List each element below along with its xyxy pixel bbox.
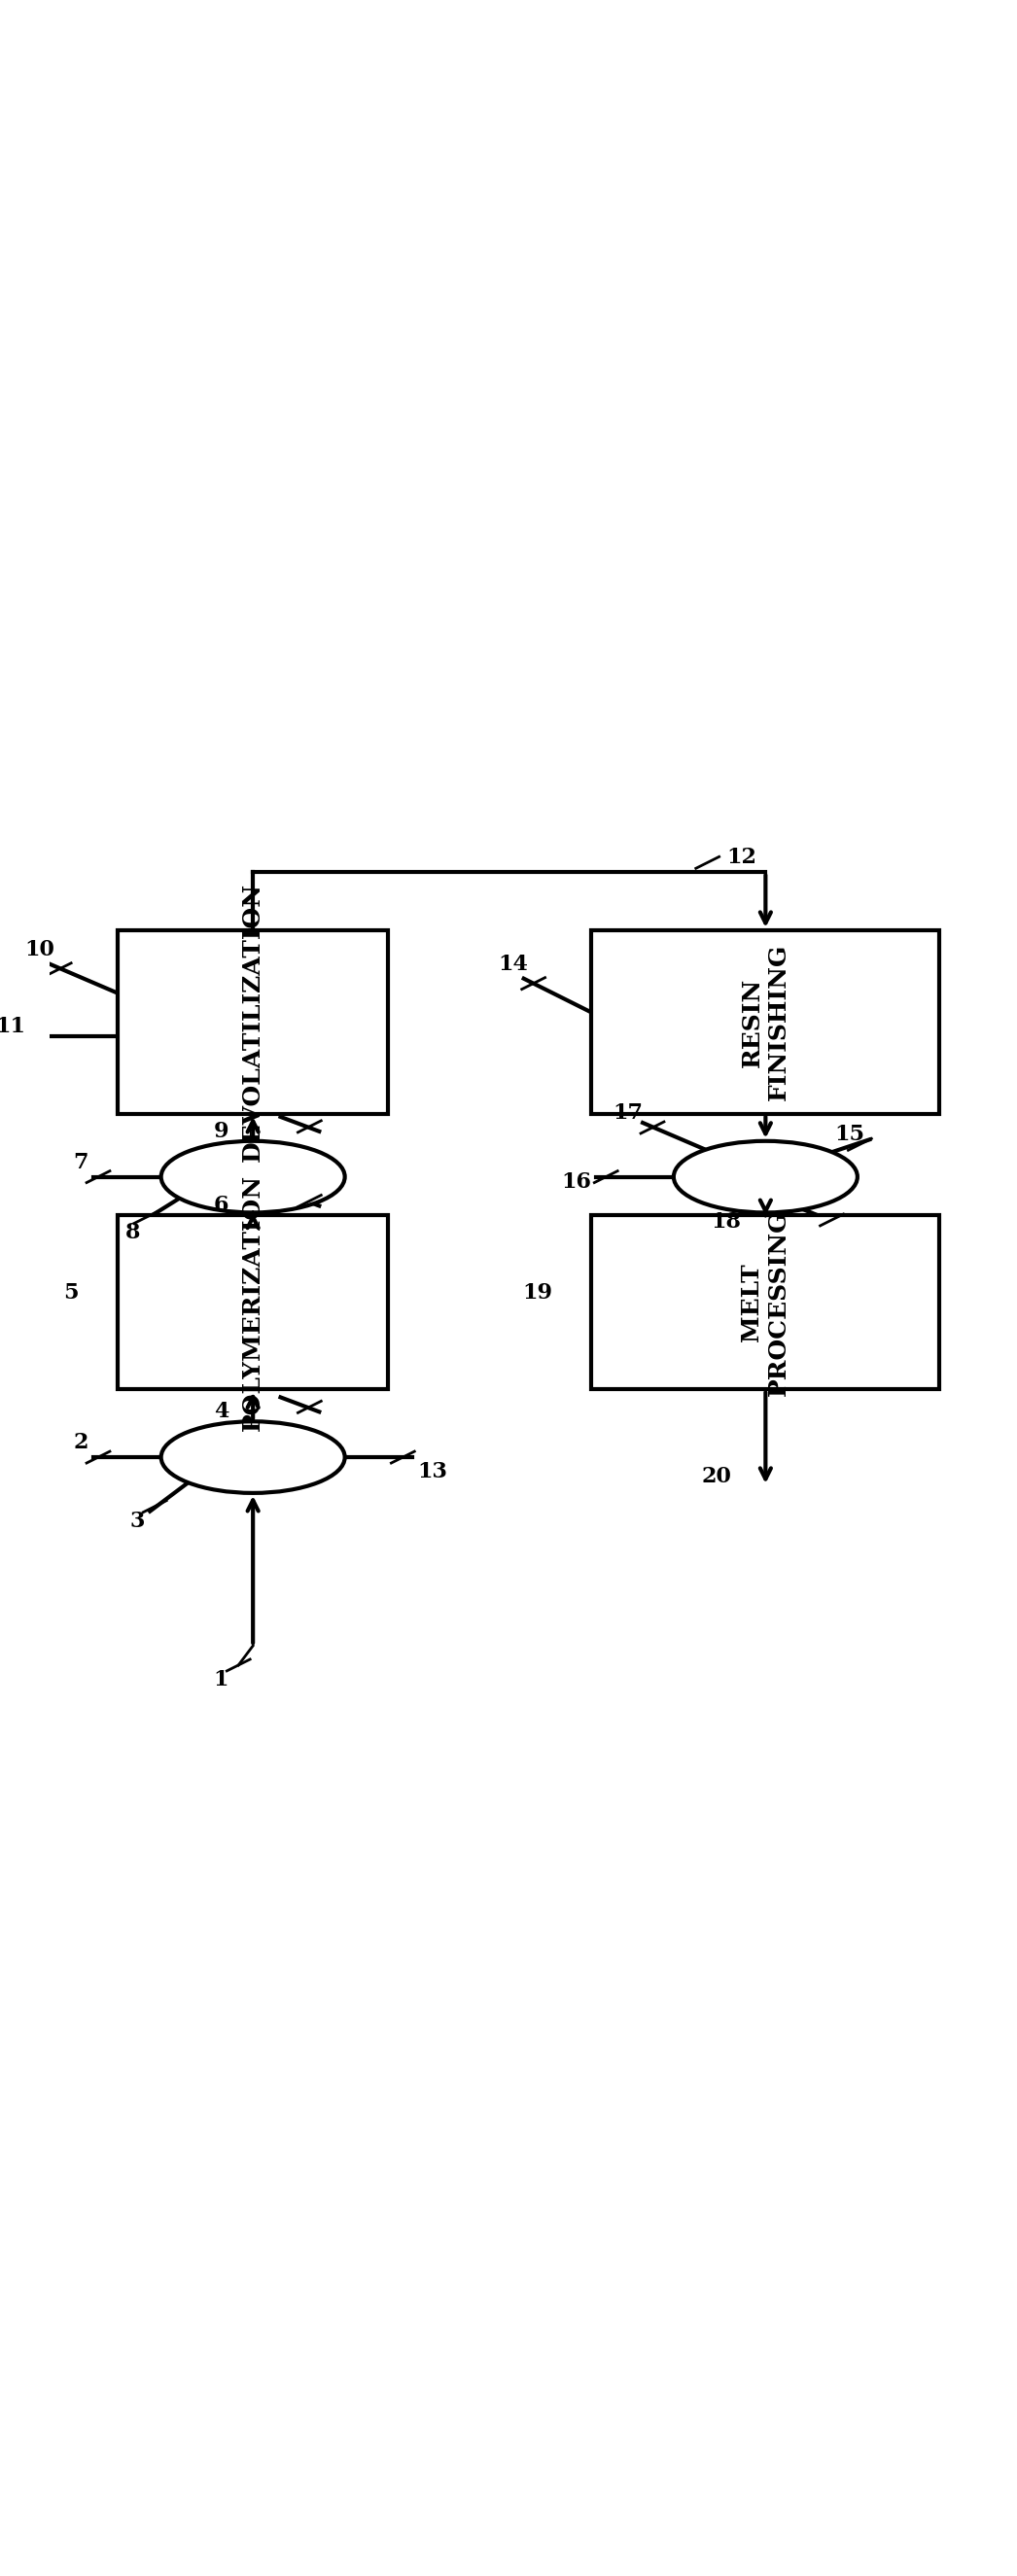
FancyBboxPatch shape bbox=[118, 930, 388, 1113]
Text: 10: 10 bbox=[24, 938, 55, 961]
Text: 8: 8 bbox=[126, 1221, 140, 1242]
Text: 7: 7 bbox=[73, 1151, 88, 1172]
Text: 16: 16 bbox=[561, 1172, 592, 1193]
Ellipse shape bbox=[161, 1141, 345, 1213]
FancyBboxPatch shape bbox=[592, 930, 940, 1113]
Text: 11: 11 bbox=[0, 1015, 25, 1038]
Text: 5: 5 bbox=[64, 1283, 79, 1303]
Text: MELT
PROCESSING: MELT PROCESSING bbox=[740, 1208, 791, 1396]
Text: 4: 4 bbox=[214, 1401, 229, 1422]
Text: 1: 1 bbox=[214, 1669, 229, 1690]
Text: POLYMERIZATION: POLYMERIZATION bbox=[241, 1175, 264, 1430]
Text: 20: 20 bbox=[702, 1466, 731, 1486]
Ellipse shape bbox=[161, 1422, 345, 1494]
FancyBboxPatch shape bbox=[118, 1216, 388, 1388]
Text: 12: 12 bbox=[727, 848, 757, 868]
Ellipse shape bbox=[673, 1141, 857, 1213]
Text: 18: 18 bbox=[711, 1211, 741, 1234]
Text: 3: 3 bbox=[130, 1510, 145, 1533]
Text: 14: 14 bbox=[498, 953, 529, 974]
Text: 19: 19 bbox=[523, 1283, 553, 1303]
Text: RESIN
FINISHING: RESIN FINISHING bbox=[740, 943, 791, 1100]
Text: 15: 15 bbox=[835, 1123, 864, 1146]
Text: DEVOLATILIZATION: DEVOLATILIZATION bbox=[241, 884, 264, 1162]
FancyBboxPatch shape bbox=[592, 1216, 940, 1388]
Text: 2: 2 bbox=[73, 1432, 88, 1453]
Text: 9: 9 bbox=[214, 1121, 229, 1141]
Text: 13: 13 bbox=[417, 1461, 447, 1481]
Text: 6: 6 bbox=[214, 1195, 229, 1216]
Text: 17: 17 bbox=[612, 1103, 643, 1123]
